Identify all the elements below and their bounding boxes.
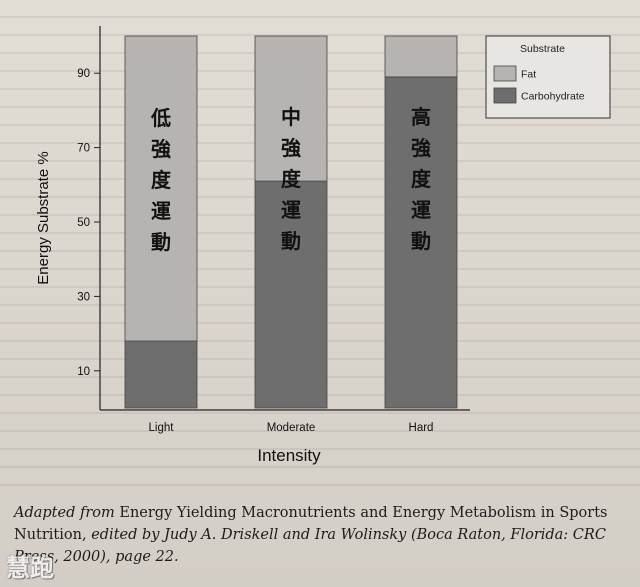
y-axis-ticks: 10 30 50 70 90 bbox=[77, 68, 100, 378]
x-tick-label: Hard bbox=[409, 422, 434, 434]
y-tick-label: 50 bbox=[77, 217, 90, 229]
x-tick-label: Light bbox=[149, 422, 175, 434]
bar-carbohydrate-hard bbox=[384, 76, 458, 409]
bar-carbohydrate-light bbox=[124, 340, 198, 409]
legend-label-fat: Fat bbox=[521, 69, 536, 81]
caption-source-rest: edited by Judy A. Driskell and Ira Wolin… bbox=[14, 527, 606, 565]
bar-annotation: 高強度運動 bbox=[411, 105, 432, 253]
y-tick-label: 10 bbox=[77, 366, 90, 378]
stacked-bar-chart: 10 30 50 70 90 低強度運動 中強度運動 高強度運動 Light Moderate… bbox=[35, 26, 611, 465]
bar-fat-moderate bbox=[254, 35, 328, 182]
caption-source-title: Energy Yielding Macronutrients and Energ… bbox=[14, 505, 608, 543]
legend-title: Substrate bbox=[520, 43, 565, 55]
x-axis-label: Intensity bbox=[257, 446, 321, 465]
bar-annotations: 低強度運動 中強度運動 高強度運動 bbox=[150, 105, 432, 254]
bar-annotation: 低強度運動 bbox=[150, 106, 172, 254]
y-axis-label: Energy Substrate % bbox=[35, 151, 52, 284]
legend-swatch-carbohydrate bbox=[493, 87, 517, 104]
bar-fat-light bbox=[124, 35, 198, 342]
bar-annotation: 中強度運動 bbox=[281, 105, 302, 253]
watermark-logo: 慧跑 bbox=[6, 554, 54, 582]
bar-fat-hard bbox=[384, 35, 458, 78]
figure-caption: Adapted from Energy Yielding Macronutrie… bbox=[14, 502, 628, 568]
bars bbox=[124, 35, 458, 409]
legend-swatch-fat bbox=[493, 65, 517, 82]
caption-source-prefix: Adapted from bbox=[14, 505, 115, 521]
x-axis-tick-labels: Light Moderate Hard bbox=[149, 422, 434, 434]
y-tick-label: 30 bbox=[77, 291, 90, 303]
x-tick-label: Moderate bbox=[267, 422, 316, 434]
legend-label-carbohydrate: Carbohydrate bbox=[521, 91, 585, 103]
bar-carbohydrate-moderate bbox=[254, 180, 328, 409]
y-tick-label: 70 bbox=[77, 143, 90, 155]
legend: Substrate Fat Carbohydrate bbox=[485, 35, 611, 119]
y-tick-label: 90 bbox=[77, 68, 90, 80]
